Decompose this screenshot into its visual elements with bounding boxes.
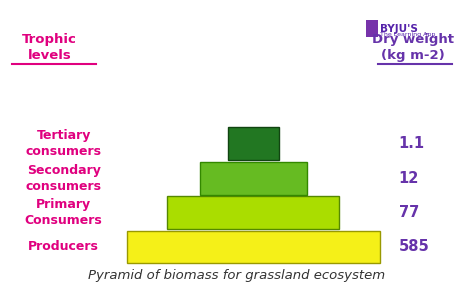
Text: Primary
Consumers: Primary Consumers xyxy=(25,198,102,227)
FancyBboxPatch shape xyxy=(167,196,339,229)
FancyBboxPatch shape xyxy=(127,230,380,263)
FancyBboxPatch shape xyxy=(201,162,307,195)
Text: 77: 77 xyxy=(399,205,419,220)
FancyBboxPatch shape xyxy=(228,127,279,160)
Text: Tertiary
consumers: Tertiary consumers xyxy=(26,129,102,158)
Text: 585: 585 xyxy=(399,239,429,254)
Text: BYJU'S: BYJU'S xyxy=(380,24,418,34)
Text: Secondary
consumers: Secondary consumers xyxy=(26,164,102,193)
Text: The Learning App: The Learning App xyxy=(380,32,435,37)
Text: 1.1: 1.1 xyxy=(399,136,425,151)
Text: Dry weight
(kg m-2): Dry weight (kg m-2) xyxy=(372,33,454,62)
Text: 12: 12 xyxy=(399,171,419,186)
Text: Trophic
levels: Trophic levels xyxy=(22,33,77,62)
Text: Producers: Producers xyxy=(28,241,99,253)
Text: Pyramid of biomass for grassland ecosystem: Pyramid of biomass for grassland ecosyst… xyxy=(89,269,385,282)
FancyBboxPatch shape xyxy=(366,20,377,37)
